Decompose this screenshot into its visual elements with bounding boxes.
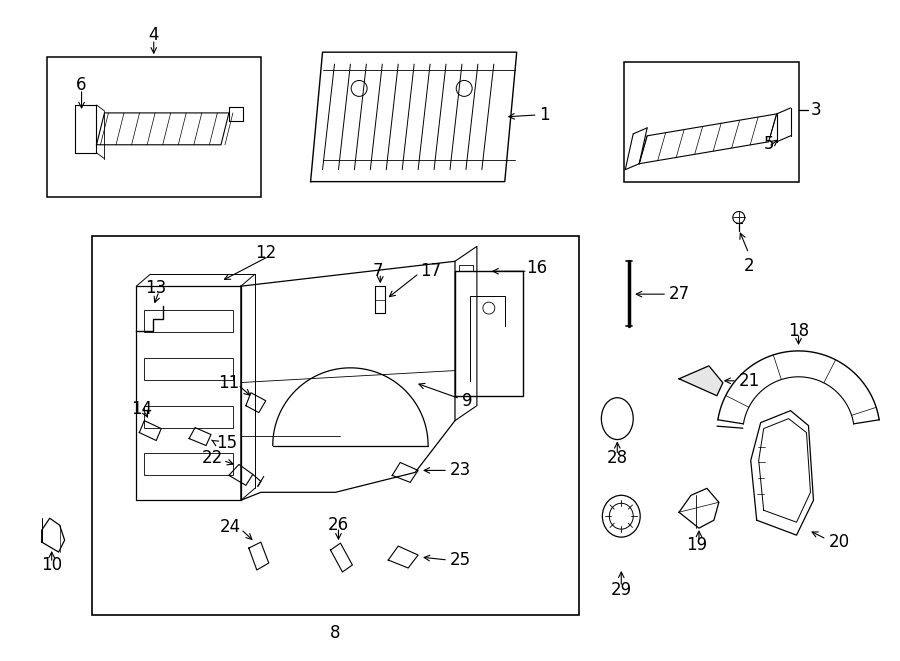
Text: 20: 20 <box>828 533 850 551</box>
Text: 16: 16 <box>526 259 547 277</box>
Bar <box>92 237 580 615</box>
Text: 25: 25 <box>450 551 471 569</box>
Text: 9: 9 <box>462 392 472 410</box>
Text: 7: 7 <box>374 262 383 280</box>
Text: 8: 8 <box>330 624 341 642</box>
Text: 3: 3 <box>811 101 821 119</box>
Bar <box>144 453 233 475</box>
Text: 2: 2 <box>743 257 754 275</box>
Bar <box>459 265 472 281</box>
Bar <box>625 62 798 182</box>
Text: 14: 14 <box>130 400 152 418</box>
Text: 29: 29 <box>611 581 632 599</box>
Text: 5: 5 <box>763 135 774 153</box>
Text: 22: 22 <box>202 449 223 467</box>
Text: 21: 21 <box>739 371 760 390</box>
Text: 15: 15 <box>216 434 237 451</box>
Text: 23: 23 <box>450 461 472 479</box>
Text: 18: 18 <box>788 322 809 340</box>
Text: 12: 12 <box>256 245 276 262</box>
Text: 1: 1 <box>540 106 550 124</box>
Text: 13: 13 <box>146 279 166 297</box>
Text: 6: 6 <box>76 76 86 94</box>
Bar <box>455 271 523 396</box>
Text: 28: 28 <box>607 449 628 467</box>
Polygon shape <box>679 366 723 396</box>
Bar <box>144 406 233 428</box>
Text: 4: 4 <box>148 26 159 44</box>
Text: 17: 17 <box>420 262 441 280</box>
Text: 26: 26 <box>328 516 349 534</box>
Bar <box>144 310 233 332</box>
Text: 24: 24 <box>220 518 241 536</box>
Text: 10: 10 <box>41 556 62 574</box>
Bar <box>47 57 261 196</box>
Text: 19: 19 <box>687 536 707 554</box>
Text: 11: 11 <box>218 373 238 392</box>
Bar <box>144 358 233 380</box>
Text: 27: 27 <box>669 285 690 303</box>
